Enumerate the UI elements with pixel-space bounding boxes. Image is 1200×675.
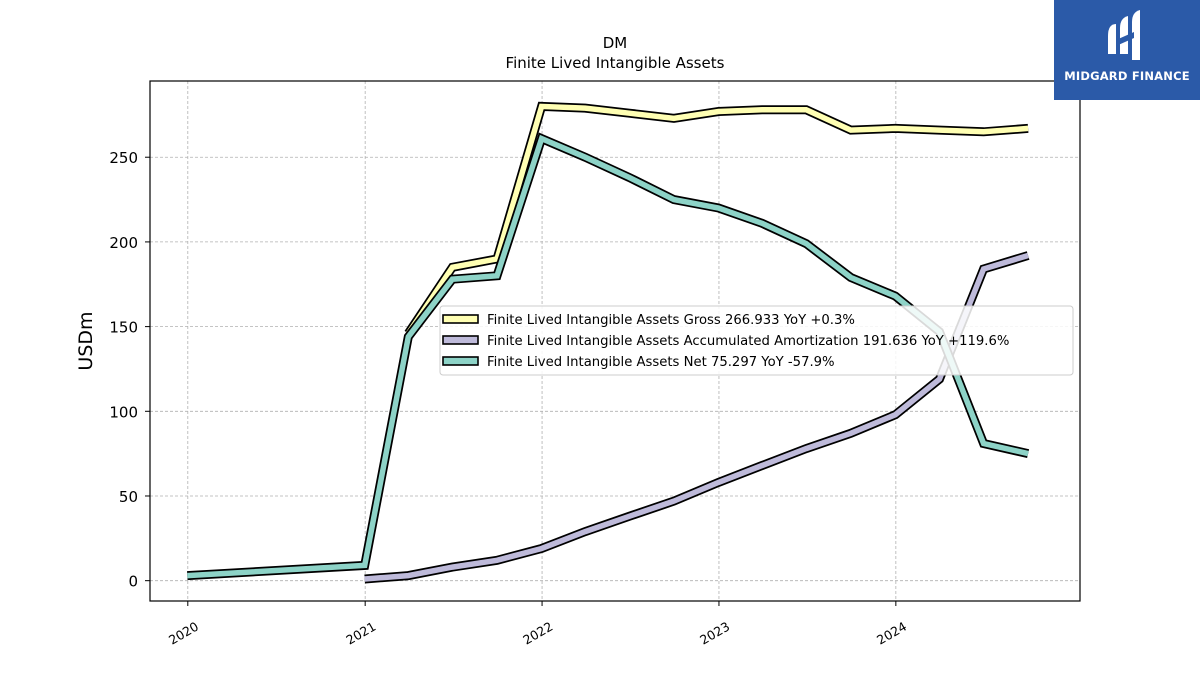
chart-title: DM: [603, 34, 628, 52]
series-line-0: [406, 103, 1029, 335]
midgard-logo-icon: [1108, 10, 1140, 60]
x-tick-label: 2020: [166, 619, 201, 648]
logo-text: MIDGARD FINANCE: [1064, 69, 1190, 83]
midgard-logo: MIDGARD FINANCE: [1054, 0, 1200, 100]
legend-box: [439, 305, 1074, 376]
y-tick-label: 150: [109, 319, 138, 337]
plot-frame: [149, 80, 1081, 602]
y-tick-label: 100: [109, 403, 138, 421]
chart-subtitle: Finite Lived Intangible Assets: [506, 54, 725, 72]
series-line-1: [364, 252, 1029, 582]
y-axis-label: USDm: [75, 311, 97, 370]
legend-label: Finite Lived Intangible Assets Net 75.29…: [487, 355, 835, 370]
x-axis: 2020 2021 2022 2023 2024: [166, 601, 909, 648]
y-axis: 0 50 100 150 200 250: [109, 149, 150, 591]
legend-label: Finite Lived Intangible Assets Accumulat…: [487, 334, 1009, 349]
legend-label: Finite Lived Intangible Assets Gross 266…: [487, 313, 855, 328]
x-tick-label: 2023: [697, 619, 732, 648]
y-tick-label: 50: [119, 488, 138, 506]
y-tick-label: 200: [109, 234, 138, 252]
legend-swatch: [442, 314, 479, 324]
series-line-outline-1: [364, 251, 1030, 584]
series-line-outline-0: [404, 101, 1029, 336]
x-tick-label: 2024: [874, 619, 909, 648]
legend: Finite Lived Intangible Assets Gross 266…: [439, 305, 1074, 376]
y-tick-label: 250: [109, 149, 138, 167]
legend-swatch: [442, 356, 479, 366]
x-tick-label: 2021: [343, 619, 378, 648]
x-tick-label: 2022: [520, 619, 555, 648]
y-tick-label: 0: [128, 573, 138, 591]
legend-swatch: [442, 335, 479, 345]
